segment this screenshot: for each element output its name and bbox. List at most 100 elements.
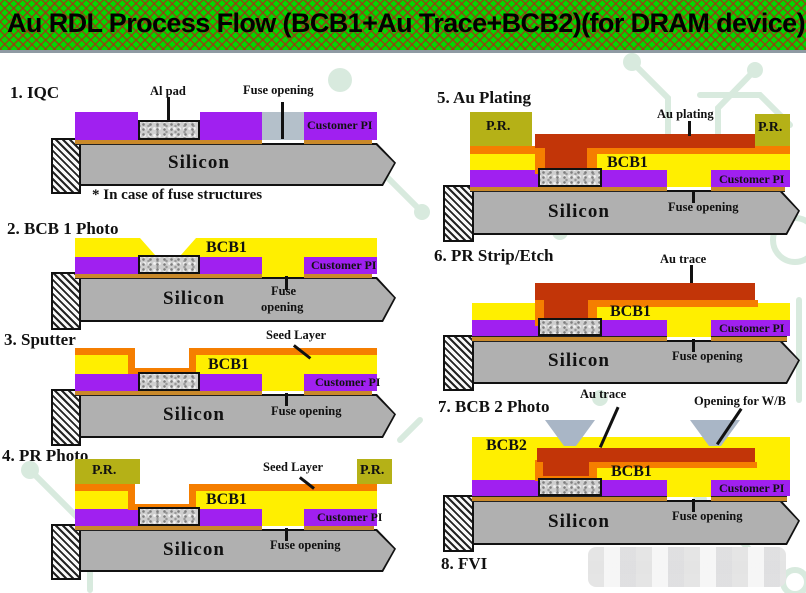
customer-pi-layer bbox=[304, 374, 377, 391]
footnote: * In case of fuse structures bbox=[92, 187, 263, 203]
silicon-layer bbox=[75, 143, 396, 186]
oxide-line bbox=[711, 336, 787, 342]
fuse-opening-pointer bbox=[285, 528, 288, 541]
bcb1-layer bbox=[75, 355, 128, 374]
au-plating-label: Au plating bbox=[657, 107, 714, 121]
customer-pi-label: Customer PI bbox=[311, 258, 377, 272]
au-plating-pointer bbox=[688, 121, 691, 136]
bcb2-label: BCB2 bbox=[486, 437, 527, 454]
customer-pi-layer bbox=[200, 509, 262, 526]
silicon-layer bbox=[470, 190, 800, 235]
au-trace-label: Au trace bbox=[660, 252, 707, 266]
fuse-opening-label: Fuse opening bbox=[270, 538, 341, 552]
customer-pi-layer bbox=[711, 320, 790, 336]
photoresist-block bbox=[470, 112, 532, 146]
bcb1-label: BCB1 bbox=[611, 463, 652, 480]
customer-pi-layer bbox=[472, 320, 538, 336]
customer-pi-label: Customer PI bbox=[307, 118, 373, 132]
blurred-watermark bbox=[588, 547, 786, 587]
wafer-edge-hatch bbox=[51, 272, 81, 330]
customer-pi-layer bbox=[75, 257, 138, 274]
customer-pi-layer bbox=[304, 257, 377, 274]
bcb1-layer bbox=[597, 154, 790, 170]
fuse-opening-label: Fuse opening bbox=[271, 404, 342, 418]
fuse-opening-label: Fuse opening bbox=[672, 509, 743, 523]
customer-pi-label: Customer PI bbox=[719, 321, 785, 335]
fuse-opening-pointer bbox=[281, 102, 284, 139]
silicon-layer bbox=[470, 340, 800, 384]
al-pad bbox=[538, 168, 602, 187]
bcb1-label: BCB1 bbox=[607, 154, 648, 171]
opening-wb-label: Opening for W/B bbox=[694, 394, 786, 408]
bcb1-label: BCB1 bbox=[206, 239, 247, 256]
bcb1-fuse-fill bbox=[262, 257, 304, 277]
customer-pi-layer bbox=[711, 170, 790, 187]
step-label: 1. IQC bbox=[10, 83, 60, 102]
step-label: 3. Sputter bbox=[4, 330, 76, 349]
step-label: 2. BCB 1 Photo bbox=[7, 219, 119, 238]
seed-layer-label: Seed Layer bbox=[263, 460, 324, 474]
step-label: 5. Au Plating bbox=[437, 88, 531, 107]
silicon-label: Silicon bbox=[163, 539, 225, 560]
bcb1-fuse-fill bbox=[667, 480, 711, 497]
bcb1-label: BCB1 bbox=[206, 491, 247, 508]
customer-pi-label: Customer PI bbox=[719, 481, 785, 495]
photoresist-block bbox=[75, 459, 140, 484]
bcb1-fuse-fill bbox=[262, 509, 304, 526]
silicon-label: Silicon bbox=[163, 404, 225, 425]
fuse-opening-pointer bbox=[285, 276, 288, 290]
fuse-opening-label: Fuse opening bbox=[668, 200, 739, 214]
bcb1-fuse-fill bbox=[262, 374, 304, 391]
silicon-layer bbox=[470, 500, 800, 545]
customer-pi-label: Customer PI bbox=[719, 172, 785, 186]
al-pad bbox=[538, 318, 602, 336]
wafer-edge-hatch bbox=[443, 185, 474, 242]
customer-pi-layer bbox=[711, 480, 790, 496]
customer-pi-layer bbox=[304, 509, 377, 526]
wafer-edge-hatch bbox=[51, 138, 81, 194]
seed-layer bbox=[196, 484, 377, 491]
customer-pi-layer bbox=[602, 480, 667, 496]
customer-pi-layer bbox=[602, 170, 667, 187]
photoresist-label: P.R. bbox=[486, 119, 511, 134]
seed-layer-notch bbox=[128, 484, 196, 510]
bcb1-layer bbox=[196, 491, 377, 509]
silicon-layer bbox=[75, 529, 396, 572]
oxide-line bbox=[472, 336, 667, 342]
silicon-label: Silicon bbox=[168, 152, 230, 173]
fuse-opening-pointer bbox=[692, 499, 695, 512]
al-pad bbox=[138, 120, 200, 140]
step-label: 4. PR Photo bbox=[2, 446, 89, 465]
bcb1-layer bbox=[470, 154, 535, 170]
customer-pi-label: Customer PI bbox=[317, 510, 383, 524]
bcb1-layer bbox=[75, 491, 128, 509]
oxide-line bbox=[711, 496, 787, 502]
title-bar: Au RDL Process Flow (BCB1+Au Trace+BCB2)… bbox=[0, 0, 806, 53]
bcb1-pad-opening bbox=[140, 238, 196, 257]
fuse-opening-pointer bbox=[692, 339, 695, 352]
photoresist-block bbox=[755, 114, 790, 146]
oxide-line bbox=[472, 496, 667, 502]
al-pad bbox=[138, 372, 200, 391]
fuse-opening-pointer bbox=[285, 393, 288, 406]
silicon-label: Silicon bbox=[548, 511, 610, 532]
wafer-edge-hatch bbox=[51, 524, 81, 580]
bcb1-label: BCB1 bbox=[610, 303, 651, 320]
seed-layer bbox=[470, 146, 790, 154]
seed-layer bbox=[75, 484, 128, 491]
customer-pi-layer bbox=[200, 374, 262, 391]
customer-pi-layer bbox=[304, 112, 377, 140]
step-label: 8. FVI bbox=[441, 554, 488, 573]
seed-layer-label: Seed Layer bbox=[266, 328, 327, 342]
bcb1-fuse-fill bbox=[667, 320, 711, 337]
customer-pi-layer bbox=[75, 112, 138, 140]
customer-pi-label: Customer PI bbox=[315, 375, 381, 389]
bcb1-fuse-fill bbox=[667, 170, 711, 187]
seed-layer-notch bbox=[128, 348, 196, 374]
bcb1-label: BCB1 bbox=[208, 356, 249, 373]
al-pad bbox=[138, 507, 200, 526]
bcb1-layer bbox=[196, 355, 377, 374]
step-label: 7. BCB 2 Photo bbox=[438, 397, 550, 416]
silicon-layer bbox=[75, 394, 396, 438]
